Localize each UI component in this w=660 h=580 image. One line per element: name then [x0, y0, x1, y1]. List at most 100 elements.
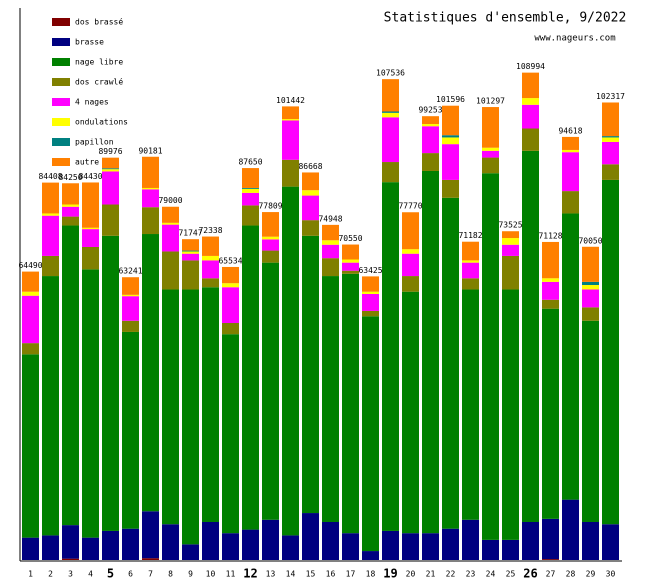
x-tick-label: 3	[68, 570, 73, 579]
total-label: 108994	[516, 62, 545, 71]
bar-segment	[522, 128, 539, 151]
bar-segment	[202, 255, 219, 261]
total-label: 107536	[376, 69, 405, 78]
bar-segment	[22, 291, 39, 296]
x-tick-label: 10	[206, 570, 216, 579]
bar-segment	[602, 179, 619, 525]
bar-segment	[502, 255, 519, 290]
bar-segment	[122, 294, 139, 297]
x-tick-label: 15	[306, 570, 316, 579]
total-label: 84408	[38, 172, 62, 181]
bar-segment	[182, 289, 199, 545]
bar-segment	[362, 291, 379, 294]
bar-segment	[42, 215, 59, 256]
bar-segment	[382, 182, 399, 531]
bar-segment	[222, 334, 239, 534]
bar-segment	[422, 153, 439, 171]
legend-swatch	[52, 158, 70, 166]
x-tick-label: 26	[523, 567, 537, 580]
bar-segment	[482, 107, 499, 148]
bar-segment	[242, 225, 259, 530]
bar-segment	[402, 249, 419, 254]
x-tick-label: 9	[188, 570, 193, 579]
bar-segment	[162, 524, 179, 560]
chart-title: Statistiques d'ensemble, 9/2022	[384, 11, 627, 26]
bar-segment	[202, 260, 219, 279]
bar-segment	[462, 260, 479, 263]
bar-segment	[382, 117, 399, 163]
bar-segment	[182, 253, 199, 261]
bar-segment	[322, 258, 339, 277]
bar-segment	[242, 188, 259, 193]
bar-segment	[342, 244, 359, 260]
bar-segment	[102, 171, 119, 205]
bar-segment	[282, 106, 299, 120]
bar-segment	[382, 530, 399, 560]
bar-segment	[222, 283, 239, 288]
total-label: 94618	[558, 126, 582, 135]
total-label: 86668	[298, 162, 322, 171]
bar-segment	[302, 513, 319, 560]
bar-segment	[422, 170, 439, 534]
bar-segment	[302, 172, 319, 191]
x-tick-label: 30	[606, 570, 616, 579]
legend-swatch	[52, 38, 70, 46]
bar-segment	[402, 253, 419, 277]
total-label: 63241	[118, 267, 142, 276]
chart-subtitle: www.nageurs.com	[534, 34, 615, 44]
bar-segment	[322, 224, 339, 241]
bar-segment	[442, 137, 459, 145]
bar-segment	[602, 141, 619, 165]
legend-label: brasse	[75, 38, 104, 47]
bar-segment	[602, 164, 619, 180]
bar-segment	[82, 537, 99, 560]
bar-segment	[182, 250, 199, 252]
bar-segment	[582, 521, 599, 560]
bar-segment	[282, 159, 299, 187]
x-tick-label: 11	[226, 570, 236, 579]
total-label: 79000	[158, 196, 182, 205]
bar-segment	[282, 119, 299, 121]
bar-segment	[102, 169, 119, 172]
total-label: 73525	[498, 221, 522, 230]
bar-segment	[282, 120, 299, 160]
bar-segment	[302, 190, 319, 196]
bar-segment	[162, 224, 179, 252]
total-label: 90181	[138, 146, 162, 155]
bar-segment	[202, 236, 219, 256]
bar-segment	[562, 152, 579, 192]
bar-segment	[202, 521, 219, 560]
bar-segment	[262, 239, 279, 251]
bar-segment	[362, 551, 379, 560]
bar-segment	[42, 182, 59, 214]
bar-segment	[302, 195, 319, 221]
x-tick-label: 18	[366, 570, 376, 579]
bar-segment	[22, 537, 39, 560]
bar-segment	[182, 544, 199, 560]
bar-segment	[422, 116, 439, 125]
bar-segment	[62, 216, 79, 226]
total-label: 77770	[398, 202, 422, 211]
x-tick-label: 14	[286, 570, 296, 579]
bar-segment	[322, 521, 339, 560]
bar-segment	[462, 278, 479, 290]
bar-segment	[522, 150, 539, 522]
bar-segment	[382, 79, 399, 112]
bar-segment	[142, 156, 159, 188]
bar-segment	[522, 72, 539, 99]
bar-segment	[382, 162, 399, 183]
bar-segment	[522, 104, 539, 129]
x-tick-label: 12	[243, 567, 257, 580]
bar-segment	[582, 281, 599, 285]
bar-segment	[142, 511, 159, 559]
bar-segment	[202, 287, 219, 522]
total-label: 101297	[476, 97, 505, 106]
bar-segment	[42, 535, 59, 560]
bar-segment	[562, 213, 579, 500]
legend-swatch	[52, 58, 70, 66]
x-tick-label: 29	[586, 570, 596, 579]
total-label: 102317	[596, 92, 625, 101]
total-label: 84250	[58, 173, 82, 182]
bar-segment	[362, 316, 379, 552]
